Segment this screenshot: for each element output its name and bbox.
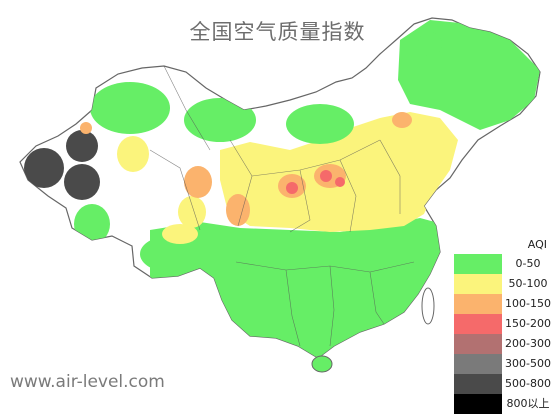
aqi-fill-layer [24, 20, 540, 358]
tibet-green-blob [140, 236, 200, 272]
legend-title: AQI [527, 238, 547, 251]
province-borders [149, 65, 415, 347]
legend-swatch [454, 314, 502, 334]
legend-swatch [454, 334, 502, 354]
legend-label: 300-500 [505, 357, 551, 370]
red-hotspot-1 [286, 182, 298, 194]
legend-item: 0-50 [453, 254, 555, 274]
xinjiang-yellow-blob [117, 136, 149, 172]
xinjiang-green-blob [74, 204, 110, 244]
red-hotspot-2 [320, 170, 332, 182]
taiwan-island [421, 287, 435, 325]
far-west-gray-blob-1 [66, 130, 98, 162]
north-green-blob [286, 104, 354, 144]
map-title: 全国空气质量指数 [189, 20, 366, 44]
kashgar-orange-blob [80, 122, 92, 134]
legend-item: 800以上 [453, 394, 555, 414]
legend-swatch [454, 354, 502, 374]
legend-label: 150-200 [505, 317, 551, 330]
legend-label: 200-300 [505, 337, 551, 350]
legend-swatch [454, 274, 502, 294]
northeast-orange-blob [392, 112, 412, 128]
gansu-orange-blob [184, 166, 212, 198]
legend-item: 200-300 [453, 334, 555, 354]
inner-mongolia-green-blob [184, 98, 256, 142]
hainan-island [311, 355, 333, 373]
legend-item: 100-150 [453, 294, 555, 314]
tibet-yellow-blob [162, 224, 198, 244]
aqi-map-page: 全国空气质量指数 www.air-level.com AQI 0-50 50-10… [10, 17, 551, 414]
legend-swatch [454, 294, 502, 314]
legend-rows: 0-50 50-100 100-150 150-200 200-300 300-500 50… [453, 254, 555, 414]
legend-swatch [454, 254, 502, 274]
legend-label: 800以上 [506, 397, 550, 410]
qinghai-yellow-blob [178, 196, 206, 228]
site-watermark: www.air-level.com [10, 372, 165, 392]
red-hotspot-3 [335, 177, 345, 187]
legend-item: 500-800 [453, 374, 555, 394]
far-west-gray-blob-2 [24, 148, 64, 188]
legend-item: 50-100 [453, 274, 555, 294]
legend-label: 500-800 [505, 377, 551, 390]
legend-swatch [454, 394, 502, 414]
aqi-legend: AQI 0-50 50-100 100-150 150-200 200-300 300-5… [453, 236, 555, 414]
far-west-gray-blob-3 [64, 164, 100, 200]
legend-swatch [454, 374, 502, 394]
legend-item: 300-500 [453, 354, 555, 374]
legend-item: 150-200 [453, 314, 555, 334]
legend-label: 0-50 [515, 257, 541, 270]
legend-label: 50-100 [508, 277, 548, 290]
sichuan-orange-blob [226, 194, 250, 226]
china-aqi-map [19, 17, 541, 373]
northwest-green-blob [90, 82, 170, 134]
northeast-green-blob [418, 32, 442, 56]
legend-label: 100-150 [505, 297, 551, 310]
